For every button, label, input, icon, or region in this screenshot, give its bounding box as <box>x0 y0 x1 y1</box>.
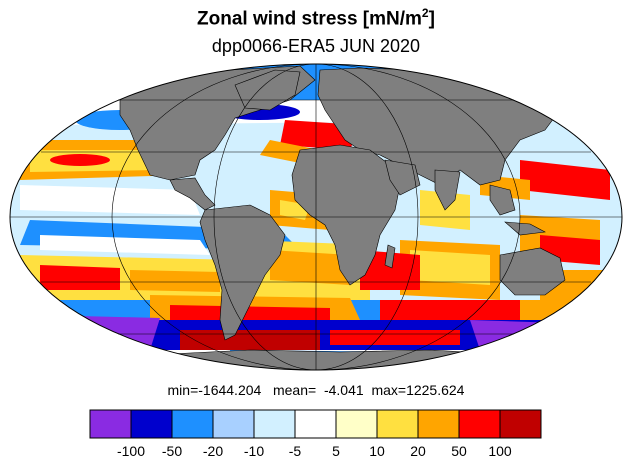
colorbar-swatch <box>417 409 460 439</box>
colorbar-swatch <box>499 409 542 439</box>
chart-title: Zonal wind stress [mN/m2] <box>197 6 435 30</box>
colorbar-swatch <box>171 409 214 439</box>
colorbar-label: -10 <box>244 443 264 459</box>
colorbar-label: 20 <box>410 443 426 459</box>
colorbar-swatch <box>130 409 173 439</box>
title-exponent: 2 <box>421 6 429 20</box>
colorbar-label: 5 <box>332 443 340 459</box>
max-value: 1225.624 <box>406 382 465 398</box>
mean-value: -4.041 <box>323 382 364 398</box>
colorbar-swatch <box>89 409 132 439</box>
colorbar-label: -100 <box>117 443 145 459</box>
colorbar-label: 100 <box>488 443 512 459</box>
colorbar-swatch <box>212 409 255 439</box>
colorbar-swatch <box>458 409 501 439</box>
colorbar-label: 10 <box>369 443 385 459</box>
field-statistics: min=-1644.204 mean= -4.041 max=1225.624 <box>167 382 465 398</box>
colorbar-swatch <box>376 409 419 439</box>
colorbar-label: -5 <box>289 443 302 459</box>
map-border <box>9 63 623 371</box>
colorbar-swatch <box>253 409 296 439</box>
min-value: -1644.204 <box>198 382 262 398</box>
chart-subtitle: dpp0066-ERA5 JUN 2020 <box>211 36 421 56</box>
colorbar-label: 50 <box>451 443 467 459</box>
colorbar-label: -50 <box>162 443 182 459</box>
colorbar-swatch <box>294 409 337 439</box>
colorbar-label: -20 <box>203 443 223 459</box>
colorbar-swatch <box>335 409 378 439</box>
